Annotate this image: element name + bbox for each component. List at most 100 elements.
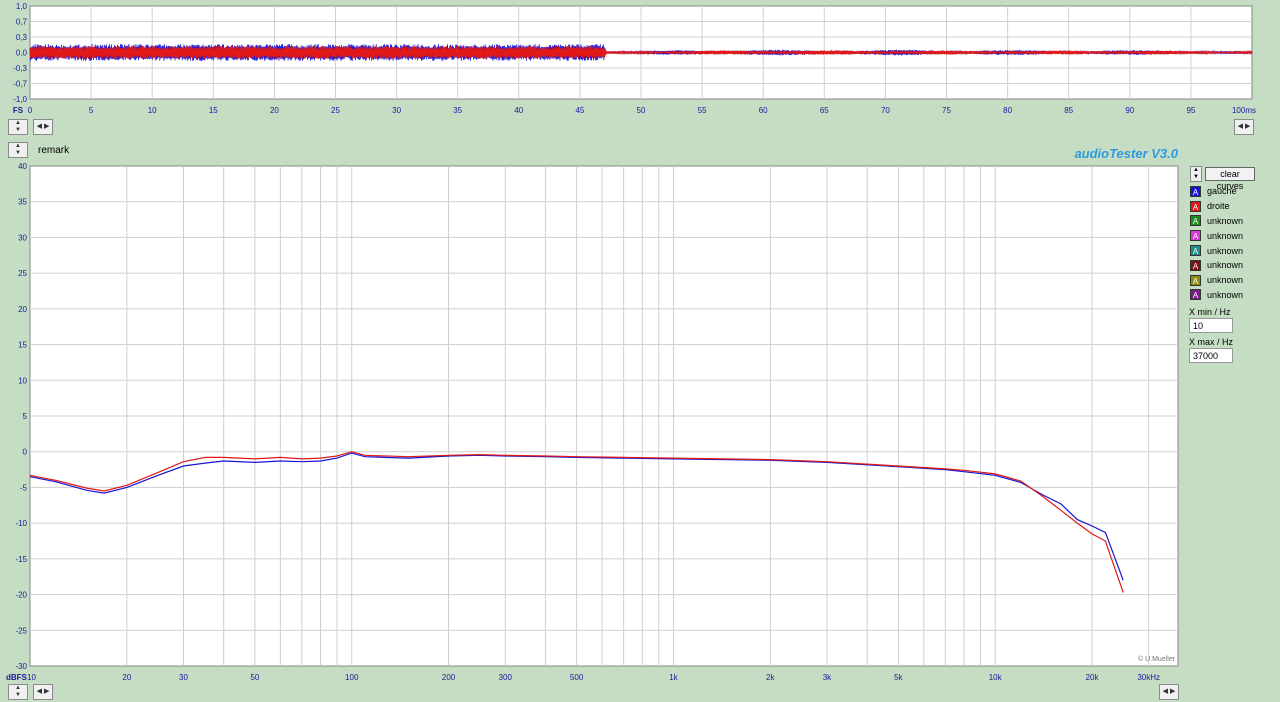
osc-scroll-left-button[interactable]: ◀ ▶ — [33, 119, 53, 135]
freq-y-tick-label: 35 — [18, 198, 27, 207]
osc-x-tick-label: 45 — [575, 106, 584, 115]
osc-unit-label: FS — [13, 106, 24, 115]
freq-y-tick-label: 15 — [18, 341, 27, 350]
freq-y-tick-label: 40 — [18, 162, 27, 171]
freq-x-tick-label: 20 — [122, 673, 131, 682]
freq-scroll-right-button[interactable]: ◀ ▶ — [1159, 684, 1179, 700]
freq-x-tick-label: 2k — [766, 673, 775, 682]
osc-x-tick-label: 30 — [392, 106, 401, 115]
author-credit: © U.Mueller — [1138, 656, 1176, 663]
freq-x-tick-label: 10k — [989, 673, 1003, 682]
curve-color-swatch[interactable]: A — [1190, 215, 1201, 227]
osc-x-tick-label: 15 — [209, 106, 218, 115]
freq-y-unit-label: dBFS — [6, 673, 28, 682]
legend-label: droite — [1207, 201, 1230, 212]
freq-curve-droite — [29, 451, 1124, 593]
x-max-input[interactable] — [1189, 348, 1233, 363]
curve-color-swatch[interactable]: A — [1190, 259, 1201, 271]
legend-label: unknown — [1207, 289, 1244, 300]
osc-x-tick-label: 70 — [881, 106, 890, 115]
osc-y-zoom-spinner[interactable]: ▲ ▼ — [8, 119, 28, 135]
freq-y-tick-label: -25 — [15, 626, 27, 635]
osc-x-tick-label: 75 — [942, 106, 951, 115]
legend-label: unknown — [1207, 230, 1244, 241]
legend-label: unknown — [1207, 245, 1244, 256]
osc-x-tick-label: 55 — [698, 106, 707, 115]
freq-y-tick-label: -15 — [15, 555, 27, 564]
curve-color-swatch[interactable]: A — [1190, 185, 1201, 197]
curve-select-spinner[interactable]: ▲ ▼ — [1190, 166, 1202, 182]
osc-x-tick-label: 25 — [331, 106, 340, 115]
osc-x-tick-label: 50 — [637, 106, 646, 115]
legend-label: unknown — [1207, 260, 1244, 271]
osc-scroll-right-button[interactable]: ◀ ▶ — [1234, 119, 1254, 135]
freq-zoom-spinner[interactable]: ▲ ▼ — [8, 684, 28, 700]
freq-x-tick-label: 5k — [894, 673, 903, 682]
osc-x-tick-label: 40 — [514, 106, 523, 115]
freq-x-tick-label: 50 — [250, 673, 259, 682]
freq-scroll-left-button[interactable]: ◀ ▶ — [33, 684, 53, 700]
freq-y-tick-label: 30 — [18, 233, 27, 242]
freq-x-tick-label: 20k — [1086, 673, 1100, 682]
legend-label: unknown — [1207, 275, 1244, 286]
curve-color-swatch[interactable]: A — [1190, 230, 1201, 242]
x-min-input[interactable] — [1189, 318, 1233, 333]
freq-y-tick-label: 5 — [23, 412, 28, 421]
curve-color-swatch[interactable]: A — [1190, 245, 1201, 257]
oscilloscope-plot: 1,0 0,7 0,3 0,0 -0,3 -0,7 -1,00 5 10 15 20 25 30 35 40… — [13, 2, 1256, 115]
osc-x-tick-label: 65 — [820, 106, 829, 115]
freq-y-tick-label: -5 — [20, 483, 28, 492]
osc-x-tick-label: 95 — [1186, 106, 1195, 115]
freq-curve-gauche — [29, 452, 1124, 581]
freq-y-tick-label: -10 — [15, 519, 27, 528]
osc-x-tick-label: 100ms — [1232, 106, 1256, 115]
osc-y-tick-label: 0,7 — [16, 18, 28, 27]
main-y-zoom-spinner[interactable]: ▲ ▼ — [8, 142, 28, 158]
curve-color-swatch[interactable]: A — [1190, 289, 1201, 301]
osc-y-tick-label: 1,0 — [16, 2, 28, 11]
freq-x-tick-label: 100 — [345, 673, 359, 682]
remark-label: remark — [38, 145, 70, 156]
osc-x-tick-label: 10 — [148, 106, 157, 115]
osc-x-tick-label: 35 — [453, 106, 462, 115]
osc-x-tick-label: 20 — [270, 106, 279, 115]
freq-x-tick-label: 30 — [179, 673, 188, 682]
app-brand: audioTester V3.0 — [1074, 146, 1178, 161]
osc-y-tick-label: -1,0 — [13, 95, 27, 104]
freq-y-tick-label: 20 — [18, 305, 27, 314]
osc-trace-droite — [29, 45, 1253, 60]
freq-x-start-label: 10 — [27, 673, 36, 682]
osc-y-tick-label: 0,0 — [16, 49, 28, 58]
legend-label: gauche — [1207, 186, 1237, 197]
curve-color-swatch[interactable]: A — [1190, 274, 1201, 286]
x-max-label: X max / Hz — [1189, 337, 1234, 347]
osc-x-tick-label: 80 — [1003, 106, 1012, 115]
freq-x-tick-label: 200 — [442, 673, 456, 682]
osc-y-tick-label: -0,7 — [13, 80, 27, 89]
frequency-plot-area — [29, 165, 1179, 667]
freq-x-tick-label: 300 — [499, 673, 513, 682]
curve-color-swatch[interactable]: A — [1190, 200, 1201, 212]
osc-x-tick-label: 0 — [28, 106, 33, 115]
freq-y-tick-label: 25 — [18, 269, 27, 278]
clear-curves-button[interactable]: clear curves — [1205, 167, 1255, 191]
freq-x-tick-label: 500 — [570, 673, 584, 682]
osc-x-tick-label: 85 — [1064, 106, 1073, 115]
freq-y-tick-label: 0 — [23, 448, 28, 457]
legend-label: unknown — [1207, 215, 1244, 226]
x-min-label: X min / Hz — [1189, 307, 1231, 317]
freq-y-tick-label: -20 — [15, 591, 27, 600]
freq-x-tick-label: 1k — [669, 673, 678, 682]
freq-y-tick-label: 10 — [18, 376, 27, 385]
freq-x-tick-label: 30kHz — [1137, 673, 1160, 682]
osc-y-tick-label: -0,3 — [13, 64, 27, 73]
